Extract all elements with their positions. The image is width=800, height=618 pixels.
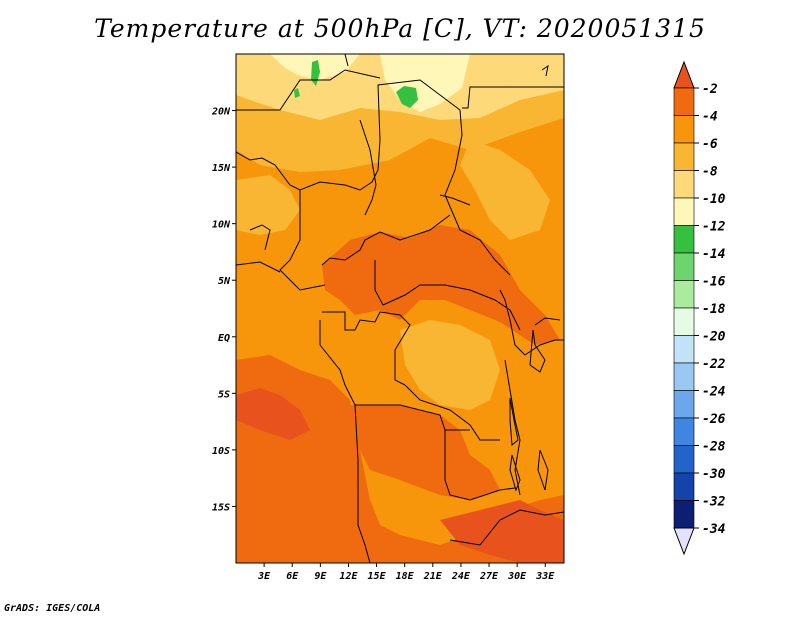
colorbar-swatch bbox=[673, 307, 695, 336]
colorbar-label: -12 bbox=[702, 220, 726, 235]
colorbar-swatch bbox=[673, 472, 695, 501]
colorbar-label: -24 bbox=[702, 385, 726, 400]
x-tick-label: 27E bbox=[479, 571, 499, 582]
grads-credit: GrADS: IGES/COLA bbox=[4, 603, 101, 614]
colorbar-label: -16 bbox=[702, 275, 726, 290]
colorbar-label: -6 bbox=[702, 137, 718, 152]
colorbar-swatch bbox=[673, 225, 695, 254]
colorbar-swatch bbox=[673, 445, 695, 474]
colorbar-label: -30 bbox=[702, 467, 726, 482]
x-tick-label: 3E bbox=[257, 571, 271, 582]
x-tick-label: 33E bbox=[535, 571, 555, 582]
colorbar-swatch bbox=[673, 390, 695, 419]
latitude-axis: 20N 15N 10N 5N EQ 5S 10S 15S bbox=[211, 107, 236, 513]
colorbar-swatch bbox=[673, 335, 695, 364]
longitude-axis: 3E 6E 9E 12E 15E 18E 21E 24E 27E 30E 33E bbox=[257, 563, 555, 582]
x-tick-label: 12E bbox=[339, 571, 358, 582]
x-tick-label: 24E bbox=[451, 571, 471, 582]
colorbar-swatch bbox=[673, 417, 695, 446]
colorbar-label: -10 bbox=[702, 192, 726, 207]
colorbar-top-arrow bbox=[673, 60, 695, 89]
y-tick-label: EQ bbox=[218, 333, 230, 344]
y-tick-label: 20N bbox=[211, 107, 231, 118]
colorbar-swatch bbox=[673, 362, 695, 391]
map-frame bbox=[235, 53, 565, 564]
colorbar-label: -4 bbox=[702, 110, 718, 125]
colorbar-swatch bbox=[673, 87, 695, 116]
x-tick-label: 21E bbox=[423, 571, 443, 582]
colorbar-label: -28 bbox=[702, 440, 726, 455]
colorbar-label: -14 bbox=[702, 247, 726, 262]
x-tick-label: 30E bbox=[507, 571, 527, 582]
colorbar-bottom-arrow bbox=[673, 527, 695, 556]
y-tick-label: 15S bbox=[212, 502, 230, 513]
y-tick-label: 10N bbox=[212, 220, 231, 231]
x-tick-label: 18E bbox=[396, 571, 415, 582]
colorbar-label: -34 bbox=[702, 522, 726, 537]
x-tick-label: 6E bbox=[286, 571, 299, 582]
y-tick-label: 10S bbox=[212, 446, 230, 457]
x-tick-label: 9E bbox=[314, 571, 327, 582]
map-title: Temperature at 500hPa [C], VT: 202005131… bbox=[94, 14, 706, 43]
colorbar-swatch bbox=[673, 142, 695, 171]
y-tick-label: 5N bbox=[218, 276, 231, 287]
colorbar-swatch bbox=[673, 115, 695, 144]
colorbar-label: -22 bbox=[702, 357, 726, 372]
colorbar-swatch bbox=[673, 170, 695, 199]
country-borders bbox=[236, 54, 564, 563]
colorbar-label: -8 bbox=[702, 165, 718, 180]
colorbar-label: -20 bbox=[702, 330, 726, 345]
y-tick-label: 5S bbox=[218, 389, 230, 400]
colorbar: -2 -4 -6 -8 -10 -12 -14 -16 -18 -20 -22 -24 -26 -28 -3… bbox=[673, 60, 726, 556]
colorbar-label: -18 bbox=[702, 302, 726, 317]
y-tick-label: 15N bbox=[212, 163, 231, 174]
colorbar-label: -32 bbox=[702, 495, 726, 510]
colorbar-swatch bbox=[673, 197, 695, 226]
colorbar-label: -2 bbox=[702, 82, 718, 97]
colorbar-label: -26 bbox=[702, 412, 726, 427]
colorbar-swatch bbox=[673, 500, 695, 529]
x-tick-label: 15E bbox=[368, 571, 387, 582]
colorbar-swatch bbox=[673, 280, 695, 309]
colorbar-swatch bbox=[673, 252, 695, 281]
